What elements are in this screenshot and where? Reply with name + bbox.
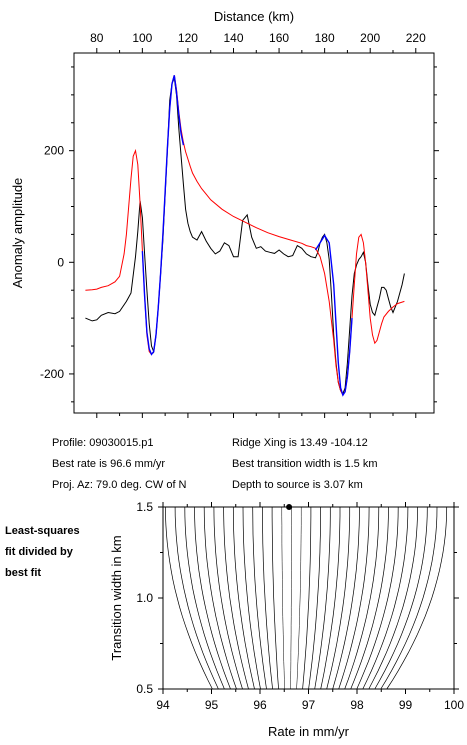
fit-note-line: Least-squares [5,525,80,537]
contour-line [252,506,267,690]
fit-axes: 94 95 96 97 98 99 100 0.5 1.0 1.5 Rate in mm/yr Tra… [109,500,464,739]
plot-frame [73,52,435,414]
contour-line [362,506,409,690]
series-fit [314,234,353,397]
contour-line [344,506,380,690]
y-tick-label: -200 [40,367,64,381]
contour-line [314,507,331,690]
fit-note: Least-squares fit divided by best fit [5,521,80,584]
x-tick-label: 200 [360,31,380,45]
series-fit [141,75,185,356]
series-model [85,75,405,397]
x-tick-label: 100 [132,31,152,45]
contour-line [165,506,213,690]
x-tick-label: 120 [178,31,198,45]
x-tick-label: 94 [156,698,170,712]
y-tick-label: 0 [57,255,64,269]
fit-note-line: best fit [5,567,42,579]
contour-line [290,507,292,690]
profile-axes: 80 100 120 140 160 180 200 220 -200 0 200 Distance … [10,9,439,418]
contour-line [386,506,448,690]
x-tick-label: 220 [406,31,426,45]
y-axis-label: Transition width in km [109,535,124,660]
y-tick-label: 1.5 [136,500,153,514]
ridge-crossing-label: Ridge Xing is 13.49 -104.12 [232,437,368,449]
contour-line [203,506,237,690]
contour-line [302,507,312,690]
x-tick-label: 180 [315,31,335,45]
x-tick-label: 140 [223,31,243,45]
contour-line [271,507,279,690]
x-tick-label: 160 [269,31,289,45]
contour-line [174,506,219,690]
y-tick-label: 0.5 [136,682,153,696]
x-tick-label: 100 [444,698,464,712]
contour-line [262,506,273,690]
contour-line [332,507,360,690]
contour-line [242,506,261,690]
contour-line [296,507,302,690]
contour-line [350,506,389,690]
azimuth-label: Proj. Az: 79.0 deg. CW of N [52,479,187,491]
best-rate-label: Best rate is 96.6 mm/yr [52,458,166,470]
y-tick-label: 1.0 [136,591,153,605]
x-axis-label: Distance (km) [214,9,294,24]
best-fit-point [286,504,293,510]
contour-line [281,507,285,690]
contour-line [308,507,321,690]
contour-line [232,506,255,690]
best-width-label: Best transition width is 1.5 km [232,458,378,470]
x-axis-label: Rate in mm/yr [268,724,350,739]
fit-contours [165,504,448,690]
profile-series [85,75,405,397]
x-tick-label: 97 [302,698,316,712]
contour-line [368,506,418,690]
x-tick-label: 98 [350,698,364,712]
contour-line [338,506,370,690]
contour-line [184,506,225,690]
x-tick-label: 96 [253,698,267,712]
y-tick-label: 200 [44,144,64,158]
fit-note-line: fit divided by [5,546,73,558]
x-tick-label: 95 [205,698,219,712]
contour-line [223,506,249,690]
contour-line [320,507,341,690]
depth-label: Depth to source is 3.07 km [232,479,363,491]
contour-line [213,506,243,690]
contour-line [326,507,351,690]
contour-line [374,506,428,690]
series-observed [85,76,405,395]
x-tick-label: 80 [90,31,104,45]
contour-line [356,506,399,690]
y-axis-label: Anomaly amplitude [10,178,25,289]
profile-label: Profile: 09030015.p1 [52,437,154,449]
contour-line [380,506,438,690]
contour-line [194,506,231,690]
x-tick-label: 99 [399,698,413,712]
